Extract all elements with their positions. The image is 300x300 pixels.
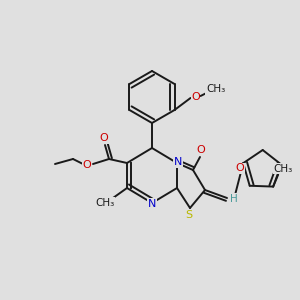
- Text: H: H: [230, 194, 238, 204]
- Text: S: S: [185, 210, 193, 220]
- Text: CH₃: CH₃: [206, 84, 225, 94]
- Text: O: O: [82, 160, 91, 170]
- Text: O: O: [196, 145, 206, 155]
- Text: O: O: [100, 133, 108, 143]
- Text: CH₃: CH₃: [95, 198, 115, 208]
- Text: O: O: [191, 92, 200, 102]
- Text: O: O: [236, 163, 244, 173]
- Text: CH₃: CH₃: [274, 164, 293, 174]
- Text: N: N: [174, 157, 182, 167]
- Text: N: N: [148, 199, 156, 209]
